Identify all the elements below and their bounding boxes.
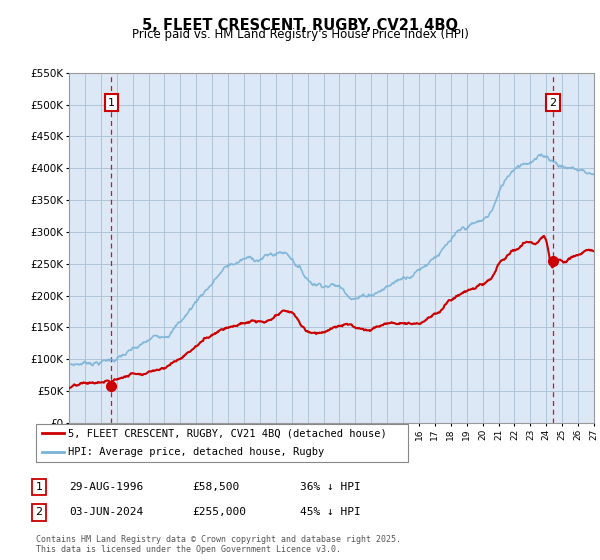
Text: 5, FLEET CRESCENT, RUGBY, CV21 4BQ (detached house): 5, FLEET CRESCENT, RUGBY, CV21 4BQ (deta… [68,428,386,438]
Text: HPI: Average price, detached house, Rugby: HPI: Average price, detached house, Rugb… [68,447,324,457]
Text: 2: 2 [550,97,557,108]
Text: 45% ↓ HPI: 45% ↓ HPI [300,507,361,517]
Text: 5, FLEET CRESCENT, RUGBY, CV21 4BQ: 5, FLEET CRESCENT, RUGBY, CV21 4BQ [142,18,458,33]
Text: £255,000: £255,000 [192,507,246,517]
Text: 36% ↓ HPI: 36% ↓ HPI [300,482,361,492]
Text: 2: 2 [35,507,43,517]
Text: 1: 1 [35,482,43,492]
Text: 1: 1 [108,97,115,108]
FancyBboxPatch shape [36,424,408,462]
Text: 03-JUN-2024: 03-JUN-2024 [69,507,143,517]
Text: £58,500: £58,500 [192,482,239,492]
Text: Price paid vs. HM Land Registry's House Price Index (HPI): Price paid vs. HM Land Registry's House … [131,28,469,41]
Text: Contains HM Land Registry data © Crown copyright and database right 2025.
This d: Contains HM Land Registry data © Crown c… [36,535,401,554]
Text: 29-AUG-1996: 29-AUG-1996 [69,482,143,492]
